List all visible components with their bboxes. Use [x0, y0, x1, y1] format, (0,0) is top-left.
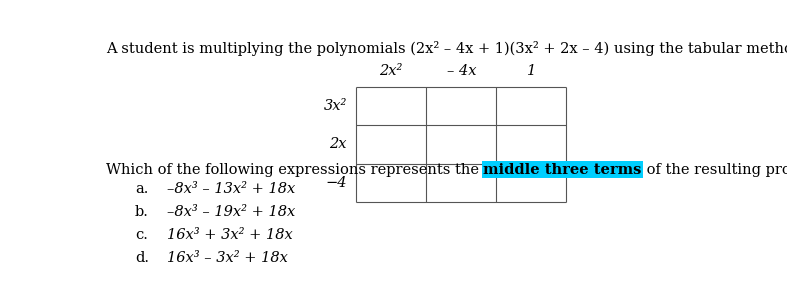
Text: 3x²: 3x² [323, 99, 347, 113]
Text: 2x²: 2x² [379, 64, 403, 78]
Text: d.: d. [135, 251, 149, 265]
Text: a.: a. [135, 182, 148, 196]
Text: – 4x: – 4x [446, 64, 476, 78]
Text: 16x³ – 3x² + 18x: 16x³ – 3x² + 18x [167, 251, 287, 265]
Text: b.: b. [135, 205, 149, 219]
Text: A student is multiplying the polynomials (2x² – 4x + 1)(3x² + 2x – 4) using the : A student is multiplying the polynomials… [105, 41, 787, 56]
Text: c.: c. [135, 228, 148, 243]
Text: –8x³ – 13x² + 18x: –8x³ – 13x² + 18x [167, 182, 295, 196]
Text: 2x: 2x [330, 137, 347, 151]
Text: middle three terms: middle three terms [483, 162, 641, 177]
Text: 1: 1 [527, 64, 536, 78]
Text: of the resulting product polynomial?: of the resulting product polynomial? [641, 162, 787, 177]
Text: –8x³ – 19x² + 18x: –8x³ – 19x² + 18x [167, 205, 295, 219]
Text: −4: −4 [325, 176, 347, 190]
Text: 16x³ + 3x² + 18x: 16x³ + 3x² + 18x [167, 228, 293, 243]
Text: Which of the following expressions represents the: Which of the following expressions repre… [105, 162, 483, 177]
